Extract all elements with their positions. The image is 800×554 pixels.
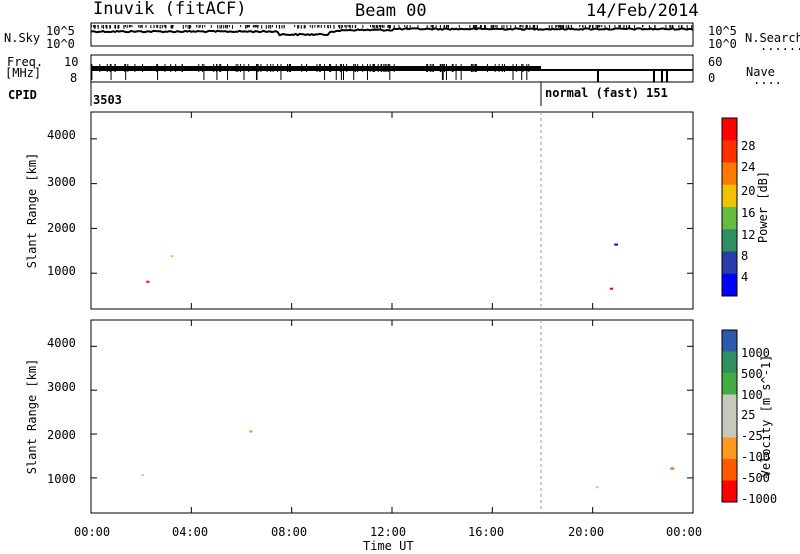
colorbar-cell [722,273,737,297]
noise-sky-line [90,27,694,37]
power-cbar-tick-12: 12 [741,228,756,242]
scatter-cell [595,486,599,489]
nave-dots: .... [753,73,782,87]
colorbar-label-velocity: Velocity [m s^-1] [759,355,773,478]
colorbar-cell [722,330,737,352]
noise-panel-frame [90,22,694,47]
x-tick-0800: 08:00 [271,525,308,539]
nave-label: Nave [746,65,775,79]
x-tick-1600: 16:00 [468,525,505,539]
colorbar-cell [722,416,737,438]
velocity-cbar-tick-m25: -25 [741,429,763,443]
cpid-label: CPID [8,88,37,102]
velocity-cbar-tick-500: 500 [741,367,763,381]
power-cbar-tick-8: 8 [741,249,749,263]
scatter-cell [249,430,253,433]
power-y-tick-3000: 3000 [47,175,76,189]
scatter-cell [609,287,614,290]
freq-label: Freq. [7,55,44,69]
x-tick-0000: 00:00 [74,525,111,539]
power-cbar-tick-20: 20 [741,184,756,198]
colorbar-cell [722,351,737,374]
noise-right-bottom-tick: 10^0 [708,37,737,51]
colorbar-cell [722,207,737,230]
colorbar-frame-velocity [721,329,738,503]
y-axis-label-velocity: Slant Range [km] [25,359,39,475]
colorbar-cell [722,162,737,186]
colorbar-cell [722,118,737,141]
power-y-tick-4000: 4000 [47,128,76,142]
cpid-second: normal (fast) 151 [545,86,668,100]
velocity-y-tick-1000: 1000 [47,472,76,486]
scatter-cell [146,280,150,283]
y-axis-label-power: Slant Range [km] [25,153,39,269]
velocity-y-tick-4000: 4000 [47,336,76,350]
freq-right-top-tick: 60 [708,55,723,69]
colorbar-label-power: Power [dB] [756,171,770,243]
nsearch-label: N.Search [745,31,800,45]
panel-bg-power [91,112,693,309]
power-cbar-tick-4: 4 [741,270,749,284]
nsky-label: N.Sky [4,31,41,45]
colorbar-cell [722,184,737,208]
velocity-y-tick-3000: 3000 [47,380,76,394]
x-tick-2400: 00:00 [666,525,703,539]
colorbar-cell [722,373,737,395]
cpid-first: 3503 [93,93,122,107]
velocity-cbar-tick-25: 25 [741,408,756,422]
freq-right-bottom-tick: 0 [708,71,716,85]
power-cbar-tick-28: 28 [741,139,756,153]
velocity-y-tick-2000: 2000 [47,428,76,442]
colorbar-cell [722,229,737,252]
velocity-cbar-tick-m1000: -1000 [741,492,778,506]
velocity-cbar-tick-1000: 1000 [741,346,770,360]
noise-left-bottom-tick: 10^0 [46,37,75,51]
scatter-cell [170,255,174,258]
power-y-tick-2000: 2000 [47,221,76,235]
freq-left-top-tick: 10 [64,55,79,69]
freq-left-bottom-tick: 8 [70,71,78,85]
colorbar-cell [722,251,737,275]
x-tick-0400: 04:00 [172,525,209,539]
freq-unit-label: [MHz] [5,66,42,80]
noise-right-top-tick: 10^5 [708,24,737,38]
station-title: Inuvik (fitACF) [93,0,247,19]
scatter-cell [670,467,675,470]
velocity-cbar-tick-m500: -500 [741,471,770,485]
panel-bg-velocity [91,320,693,513]
colorbar-frame-power [721,117,738,297]
nsearch-dots: ...... [760,39,800,53]
freq-band-block [91,66,541,71]
x-tick-2000: 20:00 [568,525,605,539]
x-axis-label: Time UT [363,539,414,553]
colorbar-cell [722,459,737,481]
scatter-cell [614,243,618,246]
power-cbar-tick-16: 16 [741,206,756,220]
x-tick-1200: 12:00 [370,525,407,539]
colorbar-cell [722,140,737,163]
velocity-cbar-tick-100: 100 [741,388,763,402]
colorbar-cell [722,480,737,503]
noise-left-top-tick: 10^5 [46,24,75,38]
colorbar-cell [722,394,737,417]
beam-title: Beam 00 [355,1,427,21]
velocity-cbar-tick-m100: -100 [741,450,770,464]
colorbar-cell [722,437,737,460]
scatter-cell [140,474,144,477]
power-y-tick-1000: 1000 [47,264,76,278]
power-cbar-tick-24: 24 [741,160,756,174]
date-title: 14/Feb/2014 [586,1,699,21]
